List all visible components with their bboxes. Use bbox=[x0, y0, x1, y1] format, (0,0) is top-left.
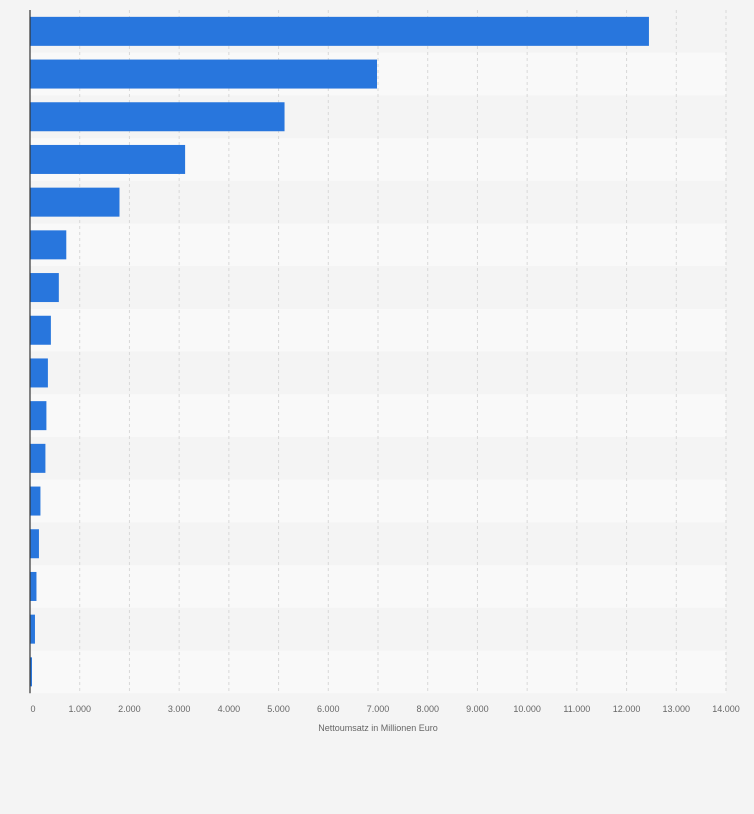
x-tick-label: 14.000 bbox=[712, 704, 740, 714]
x-tick-label: 9.000 bbox=[466, 704, 489, 714]
bar bbox=[30, 443, 46, 473]
x-tick-label: 5.000 bbox=[267, 704, 290, 714]
x-tick-label: 10.000 bbox=[513, 704, 541, 714]
x-tick-label: 11.000 bbox=[563, 704, 590, 714]
x-tick-label: 3.000 bbox=[168, 704, 191, 714]
bar bbox=[30, 187, 120, 217]
bar bbox=[30, 16, 649, 46]
bar bbox=[30, 486, 41, 516]
x-tick-label: 2.000 bbox=[118, 704, 141, 714]
x-tick-label: 0 bbox=[30, 704, 35, 714]
bar bbox=[30, 571, 37, 601]
x-axis-ticks: 0 1.000 2.000 3.000 4.000 5.000 6.000 7.000 8.00… bbox=[30, 704, 739, 714]
bar bbox=[30, 230, 67, 260]
bar bbox=[30, 315, 51, 345]
x-tick-label: 13.000 bbox=[663, 704, 691, 714]
x-tick-label: 12.000 bbox=[613, 704, 641, 714]
bar bbox=[30, 614, 35, 644]
bar bbox=[30, 401, 47, 431]
bar bbox=[30, 59, 378, 89]
bars bbox=[30, 16, 649, 687]
x-tick-label: 6.000 bbox=[317, 704, 340, 714]
bar bbox=[30, 529, 39, 559]
bar bbox=[30, 273, 59, 303]
x-tick-label: 4.000 bbox=[218, 704, 241, 714]
bar bbox=[30, 657, 32, 687]
bar bbox=[30, 144, 186, 174]
x-axis-title: Nettoumsatz in Millionen Euro bbox=[318, 723, 438, 733]
bar bbox=[30, 102, 285, 132]
x-tick-label: 1.000 bbox=[68, 704, 91, 714]
x-tick-label: 7.000 bbox=[367, 704, 390, 714]
bar bbox=[30, 358, 48, 388]
x-tick-label: 8.000 bbox=[416, 704, 439, 714]
